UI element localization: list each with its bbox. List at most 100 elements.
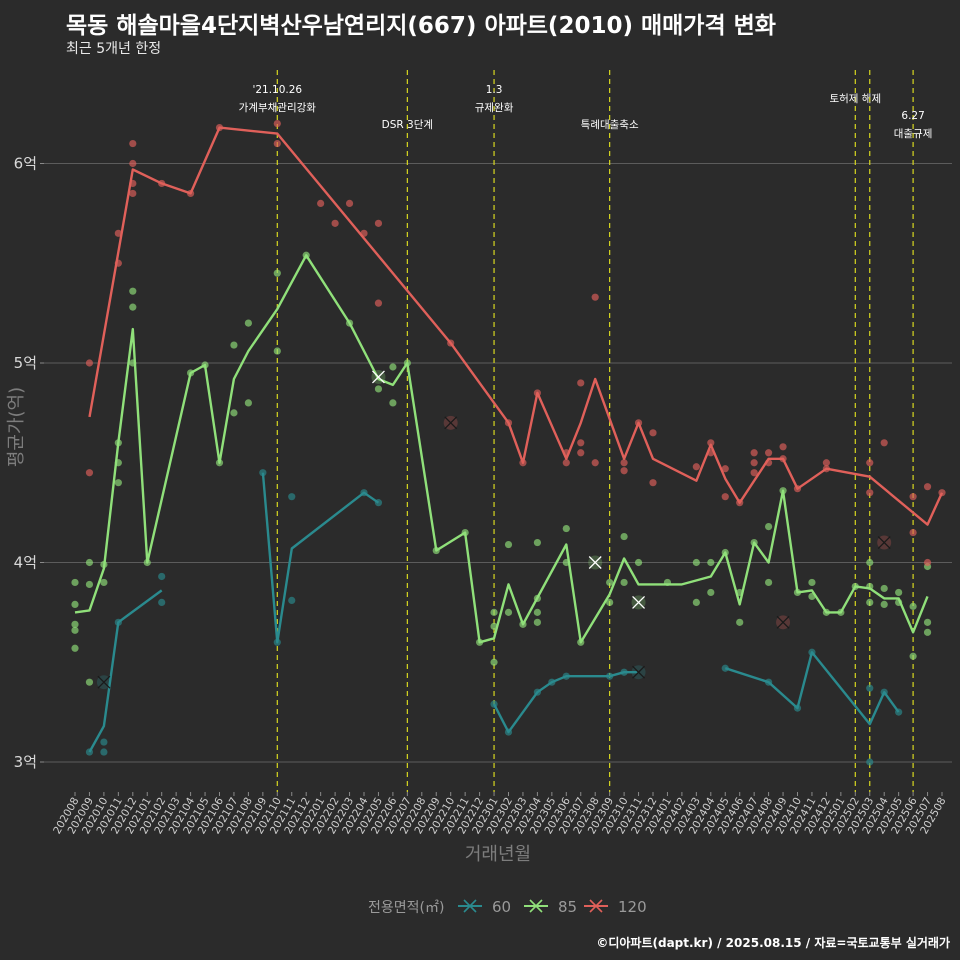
x-axis-title: 거래년월 <box>465 844 531 865</box>
event-label: '21.10.26 <box>252 84 302 96</box>
data-point-120 <box>129 159 137 168</box>
data-point-120 <box>649 429 657 437</box>
data-point-85 <box>606 578 614 587</box>
data-point-120 <box>721 465 729 473</box>
data-point-120 <box>822 459 831 467</box>
data-point-85 <box>129 303 137 311</box>
event-label: 대출규제 <box>894 128 933 140</box>
y-tick-label: 6억 <box>14 155 37 173</box>
data-point-120 <box>85 359 94 367</box>
legend-key-cross <box>529 899 543 913</box>
cancelled-marker-120 <box>877 536 891 550</box>
data-point-120 <box>345 199 354 207</box>
data-point-120 <box>374 299 383 307</box>
data-point-85 <box>85 558 94 567</box>
data-point-85 <box>71 620 79 628</box>
data-point-120 <box>721 493 729 501</box>
data-point-120 <box>577 449 585 457</box>
page-subtitle: 최근 5개년 한정 <box>66 41 162 57</box>
data-point-85 <box>71 578 79 587</box>
y-axis-title: 평균가(억) <box>6 387 27 467</box>
cancelled-markers <box>96 369 892 690</box>
series-line-60 <box>261 472 380 644</box>
data-point-85 <box>533 608 542 616</box>
data-point-120 <box>707 439 715 447</box>
data-point-85 <box>504 608 513 616</box>
cancelled-marker-85 <box>632 595 646 609</box>
data-point-85 <box>707 558 715 567</box>
data-point-120 <box>692 463 700 471</box>
data-point-85 <box>533 538 542 547</box>
axes: 3억4억5억6억20200820200920201020201120201220… <box>6 155 949 866</box>
data-point-120 <box>750 459 758 467</box>
data-point-120 <box>923 483 932 491</box>
series-line-60 <box>88 589 163 753</box>
data-point-60 <box>288 596 296 605</box>
data-point-85 <box>389 399 397 407</box>
data-point-85 <box>620 578 628 587</box>
data-points <box>71 120 946 766</box>
data-point-85 <box>606 598 614 607</box>
event-label: 1.3 <box>486 84 503 96</box>
data-point-120 <box>909 493 917 501</box>
data-point-120 <box>880 439 888 447</box>
data-point-60 <box>721 664 729 672</box>
data-point-120 <box>577 439 585 447</box>
cancelled-marker-120 <box>776 615 790 629</box>
data-point-120 <box>577 379 585 387</box>
data-point-85 <box>866 558 874 567</box>
data-point-85 <box>692 598 700 607</box>
data-point-60 <box>158 598 166 607</box>
series-line-60 <box>492 671 639 734</box>
cancelled-marker-120 <box>444 416 458 430</box>
data-point-120 <box>591 293 599 301</box>
grid-layer <box>44 163 952 763</box>
data-point-85 <box>880 600 888 608</box>
page-title: 목동 해솔마을4단지벽산우남연리지(667) 아파트(2010) 매매가격 변화 <box>66 13 776 39</box>
data-point-85 <box>71 644 79 652</box>
data-point-120 <box>620 459 628 467</box>
y-tick-label: 3억 <box>14 753 37 771</box>
data-point-85 <box>389 363 397 371</box>
data-point-85 <box>909 652 917 660</box>
y-tick-label: 4억 <box>14 554 37 572</box>
data-point-85 <box>923 618 932 626</box>
data-point-60 <box>866 758 874 766</box>
data-point-85 <box>490 658 498 666</box>
data-point-85 <box>230 409 238 417</box>
series-line-120 <box>88 126 944 526</box>
data-point-120 <box>562 459 570 467</box>
data-point-85 <box>71 626 79 634</box>
legend-label: 85 <box>558 898 577 916</box>
data-point-85 <box>114 479 122 487</box>
data-point-85 <box>273 269 281 277</box>
data-point-85 <box>765 578 773 587</box>
data-point-120 <box>909 528 917 537</box>
data-point-85 <box>490 608 498 616</box>
data-point-85 <box>692 558 700 567</box>
legend: 전용면적(㎡) 60 85 120 <box>368 898 647 916</box>
cancelled-marker-85 <box>371 370 385 384</box>
data-point-120 <box>765 449 773 457</box>
event-label: 6.27 <box>901 110 924 122</box>
data-point-120 <box>374 219 383 227</box>
data-point-85 <box>129 287 137 295</box>
data-point-85 <box>85 580 94 589</box>
data-point-85 <box>909 602 917 610</box>
data-point-120 <box>866 459 874 467</box>
data-point-60 <box>866 684 874 692</box>
data-point-85 <box>85 678 94 686</box>
data-point-85 <box>634 558 643 567</box>
data-point-60 <box>100 748 108 756</box>
data-point-85 <box>736 618 744 626</box>
event-label: 특례대출축소 <box>581 119 639 131</box>
data-point-120 <box>331 219 339 227</box>
event-label: 규제완화 <box>475 101 514 114</box>
data-point-120 <box>620 467 628 475</box>
data-point-85 <box>808 578 816 587</box>
legend-key-cross <box>463 899 477 913</box>
data-point-85 <box>765 522 773 531</box>
data-point-85 <box>707 588 715 597</box>
